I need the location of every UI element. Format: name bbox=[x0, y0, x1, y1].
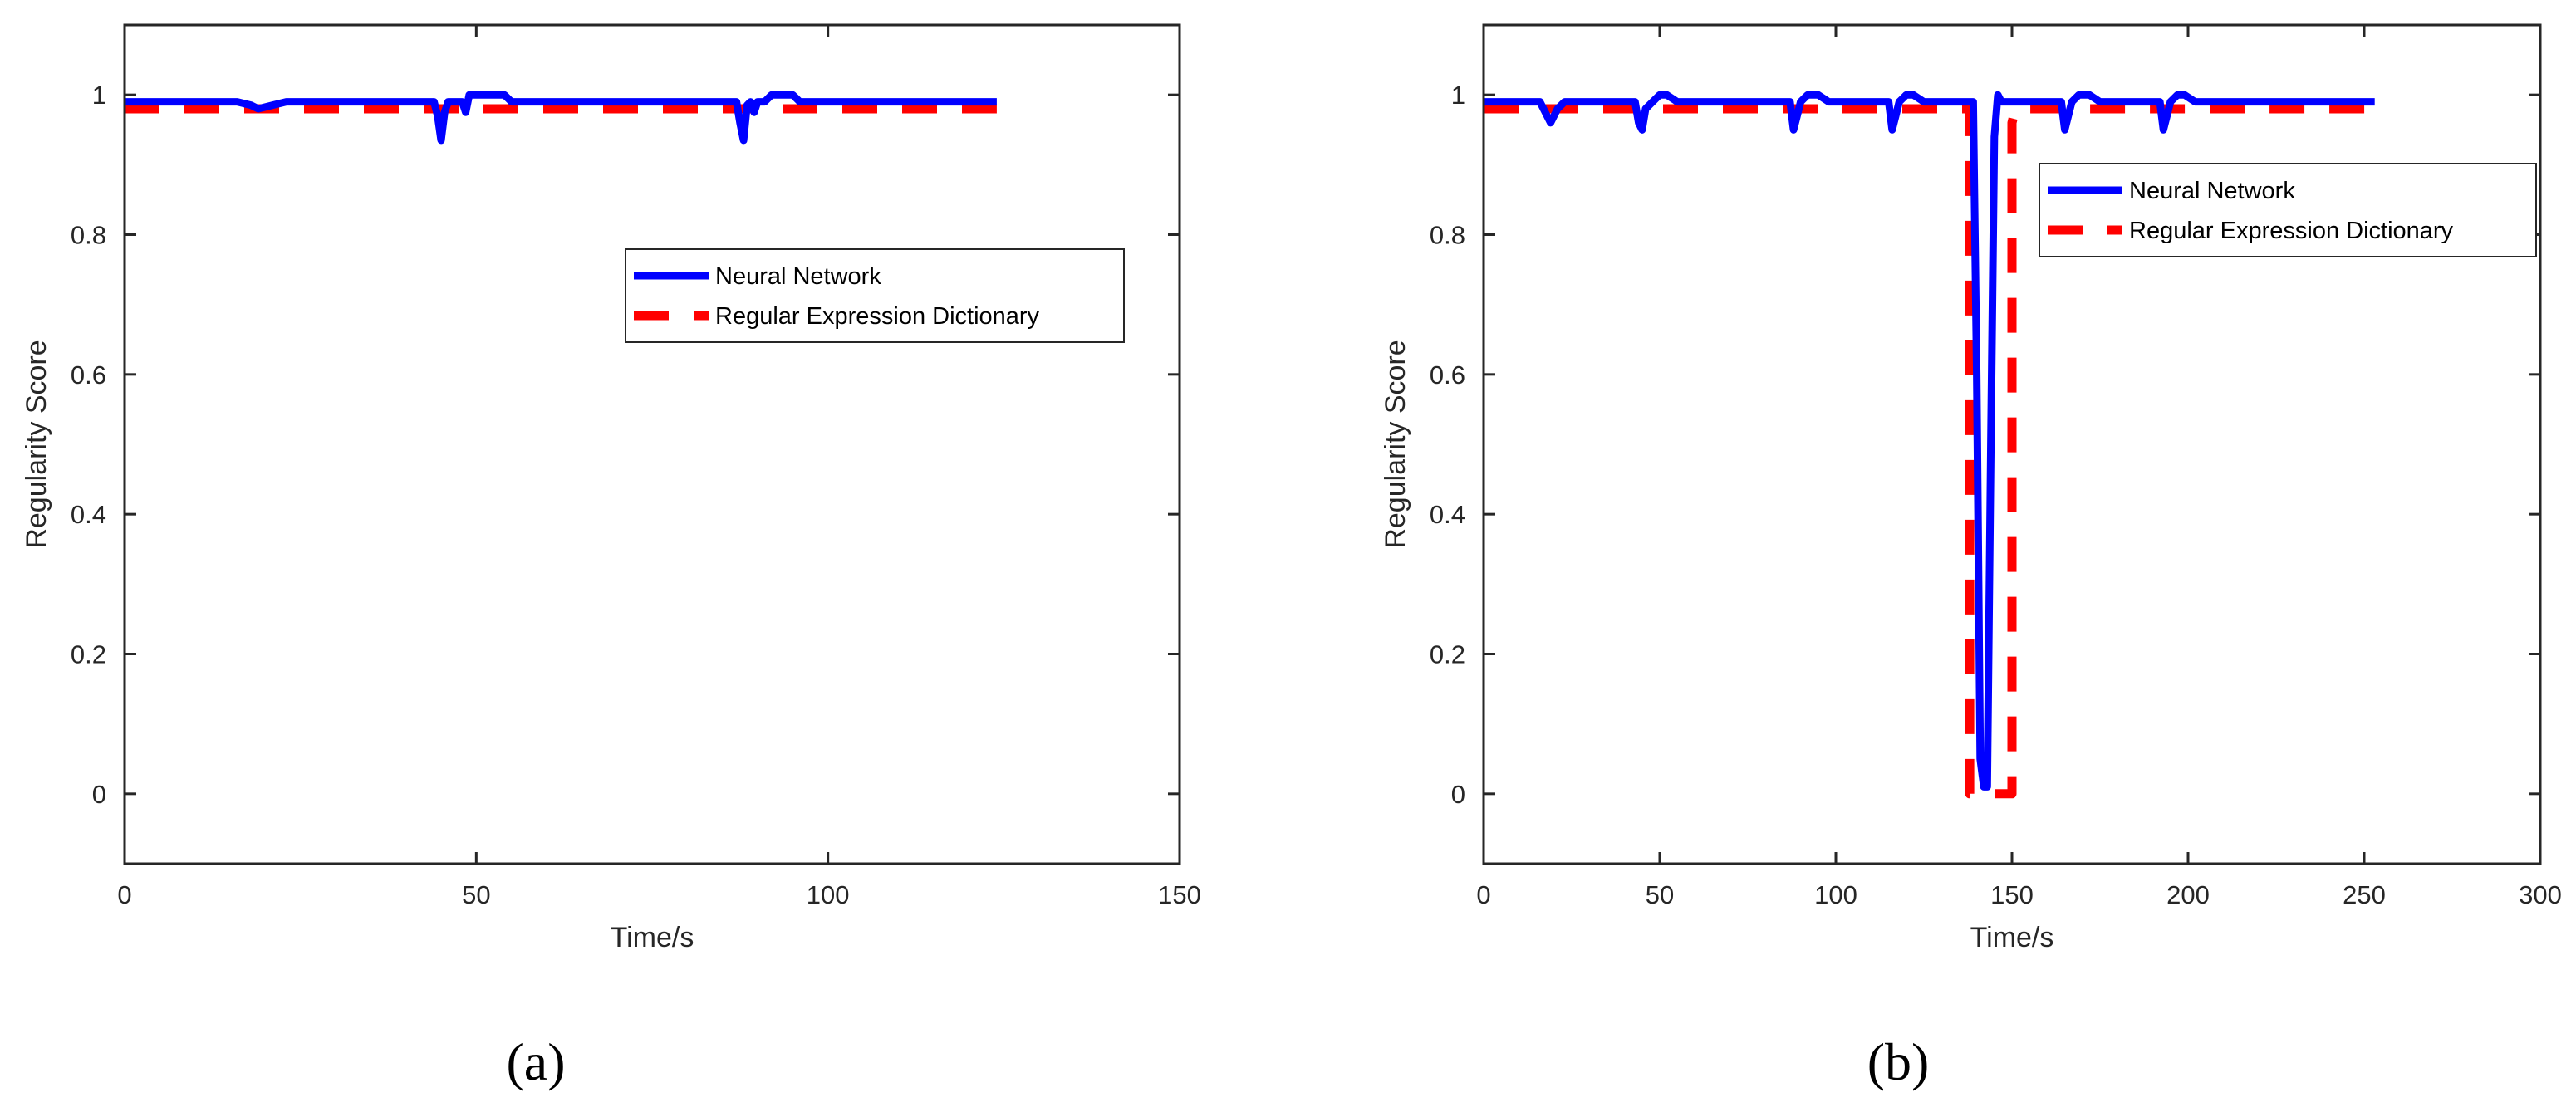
legend-label-regex-dictionary: Regular Expression Dictionary bbox=[2129, 218, 2454, 244]
x-axis-label-b: Time/s bbox=[1970, 922, 2054, 953]
y-tick-label: 1 bbox=[92, 81, 106, 110]
x-tick-label: 0 bbox=[1476, 880, 1490, 909]
chart-panel-a: 0 50 100 150 0 0.2 0.4 0.6 0.8 1 Time/s … bbox=[21, 23, 1201, 1091]
series-layer-b bbox=[1484, 91, 2375, 799]
series-line-neural-network bbox=[1484, 91, 2375, 791]
x-tick-label: 100 bbox=[1814, 880, 1857, 909]
tick-marks-b bbox=[1482, 25, 2542, 864]
x-tick-labels-a: 0 50 100 150 bbox=[117, 880, 1200, 909]
y-tick-label: 1 bbox=[1451, 81, 1465, 110]
panel-label-b: (b) bbox=[1867, 1032, 1930, 1091]
legend-a: Neural Network Regular Expression Dictio… bbox=[625, 248, 1125, 343]
series-line-regex-dictionary bbox=[1484, 104, 2375, 799]
y-tick-labels-a: 0 0.2 0.4 0.6 0.8 1 bbox=[71, 81, 106, 809]
legend-box-b bbox=[2039, 163, 2537, 257]
axes-frame-a bbox=[123, 23, 1181, 865]
panel-label-a: (a) bbox=[506, 1032, 565, 1091]
series-layer-a bbox=[125, 91, 997, 145]
x-tick-label: 150 bbox=[1158, 880, 1201, 909]
y-tick-label: 0 bbox=[92, 780, 106, 809]
y-tick-label: 0.2 bbox=[1430, 640, 1465, 669]
legend-box-a bbox=[625, 248, 1125, 343]
y-tick-label: 0.8 bbox=[71, 221, 106, 250]
x-tick-label: 150 bbox=[1990, 880, 2034, 909]
y-axis-label-a: Regularity Score bbox=[21, 340, 52, 548]
tick-marks-a bbox=[123, 25, 1181, 864]
x-tick-label: 0 bbox=[117, 880, 131, 909]
x-tick-label: 50 bbox=[462, 880, 490, 909]
y-axis-label-b: Regularity Score bbox=[1380, 340, 1411, 548]
plot-area-a bbox=[125, 25, 1180, 864]
y-tick-label: 0.4 bbox=[1430, 500, 1465, 529]
legend-b: Neural Network Regular Expression Dictio… bbox=[2039, 163, 2537, 257]
x-tick-label: 300 bbox=[2519, 880, 2562, 909]
y-tick-label: 0.4 bbox=[71, 500, 106, 529]
x-tick-labels-b: 0 50 100 150 200 250 300 bbox=[1476, 880, 2561, 909]
series-line-neural-network bbox=[125, 91, 997, 145]
x-tick-label: 200 bbox=[2166, 880, 2210, 909]
legend-label-regex-dictionary: Regular Expression Dictionary bbox=[715, 303, 1040, 330]
x-axis-label-a: Time/s bbox=[611, 922, 694, 953]
y-tick-labels-b: 0 0.2 0.4 0.6 0.8 1 bbox=[1430, 81, 1465, 809]
y-tick-label: 0.2 bbox=[71, 640, 106, 669]
y-tick-label: 0.6 bbox=[71, 360, 106, 389]
x-tick-label: 250 bbox=[2343, 880, 2386, 909]
y-tick-label: 0 bbox=[1451, 780, 1465, 809]
legend-label-neural-network: Neural Network bbox=[715, 263, 881, 290]
x-tick-label: 50 bbox=[1646, 880, 1674, 909]
x-tick-label: 100 bbox=[807, 880, 850, 909]
y-tick-label: 0.6 bbox=[1430, 360, 1465, 389]
legend-label-neural-network: Neural Network bbox=[2129, 178, 2295, 204]
chart-panel-b: 0 50 100 150 200 250 300 0 0.2 0.4 0.6 0… bbox=[1380, 23, 2562, 1091]
y-tick-label: 0.8 bbox=[1430, 221, 1465, 250]
